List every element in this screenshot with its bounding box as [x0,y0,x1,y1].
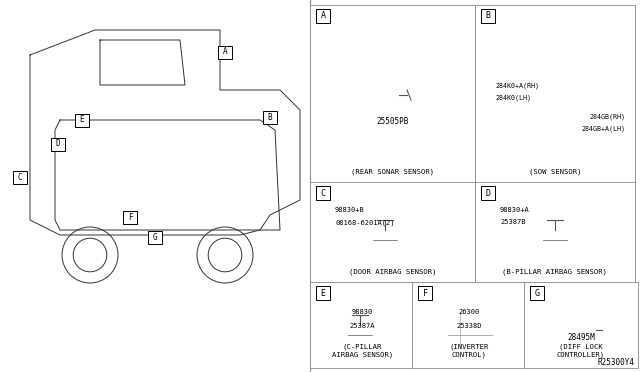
Text: 98830+B: 98830+B [335,207,365,213]
Text: C: C [18,173,22,182]
Bar [481,186,495,200]
Text: E: E [321,289,326,298]
Bar [475,5,635,185]
Text: 28495M: 28495M [567,333,595,342]
Text: 26300: 26300 [459,309,480,315]
Text: (DIFF LOCK
CONTROLLER): (DIFF LOCK CONTROLLER) [557,344,605,358]
Text: 284K0+A(RH): 284K0+A(RH) [495,83,539,89]
Text: 25338D: 25338D [457,323,483,329]
Text: G: G [153,232,157,241]
Text: 284K0(LH): 284K0(LH) [495,95,531,101]
Text: E: E [80,115,84,125]
Bar [316,186,330,200]
Text: B: B [268,112,272,122]
Text: R25300Y4: R25300Y4 [598,358,635,367]
Bar [348,325,372,345]
Bar [496,61,524,99]
Bar [418,286,432,300]
Bar [373,230,397,250]
Text: C: C [321,189,326,198]
Bar [123,211,137,224]
Bar [316,286,330,300]
Bar [559,76,581,104]
Text: A: A [223,48,227,57]
Text: 25505PB: 25505PB [376,118,409,126]
Text: D: D [486,189,490,198]
Bar [263,110,277,124]
Bar [562,79,578,101]
Text: (DOOR AIRBAG SENSOR): (DOOR AIRBAG SENSOR) [349,269,436,275]
Text: (B-PILLAR AIRBAG SENSOR): (B-PILLAR AIRBAG SENSOR) [502,269,607,275]
Bar [568,320,596,340]
Text: 25387B: 25387B [500,219,525,225]
Text: D: D [56,140,60,148]
Text: B: B [486,12,490,20]
Bar [448,312,492,348]
Text: F: F [128,212,132,221]
Bar [524,282,638,368]
Bar [481,9,495,23]
Text: 98830+A: 98830+A [500,207,530,213]
Text: A: A [321,12,326,20]
Bar [310,5,475,185]
Text: 98830: 98830 [352,309,373,315]
Bar [530,286,544,300]
Bar [310,182,475,285]
Bar [499,64,521,96]
Bar [75,113,89,126]
Text: G: G [534,289,540,298]
Bar [543,230,567,250]
Bar [51,138,65,151]
Bar [13,170,27,183]
Bar [148,231,162,244]
Text: (SOW SENSOR): (SOW SENSOR) [529,169,581,175]
Text: (REAR SONAR SENSOR): (REAR SONAR SENSOR) [351,169,434,175]
Text: F: F [422,289,428,298]
Bar [218,45,232,58]
Text: 284GB(RH): 284GB(RH) [589,113,625,120]
Bar [310,282,415,368]
Bar [412,282,527,368]
Text: 25387A: 25387A [349,323,375,329]
Bar [475,182,635,285]
Text: 08168-6201A(2): 08168-6201A(2) [335,219,394,225]
Text: (INVERTER
CONTROL): (INVERTER CONTROL) [450,344,489,358]
Text: 284GB+A(LH): 284GB+A(LH) [581,125,625,132]
Bar [316,9,330,23]
Text: (C-PILLAR
AIRBAG SENSOR): (C-PILLAR AIRBAG SENSOR) [332,344,393,358]
